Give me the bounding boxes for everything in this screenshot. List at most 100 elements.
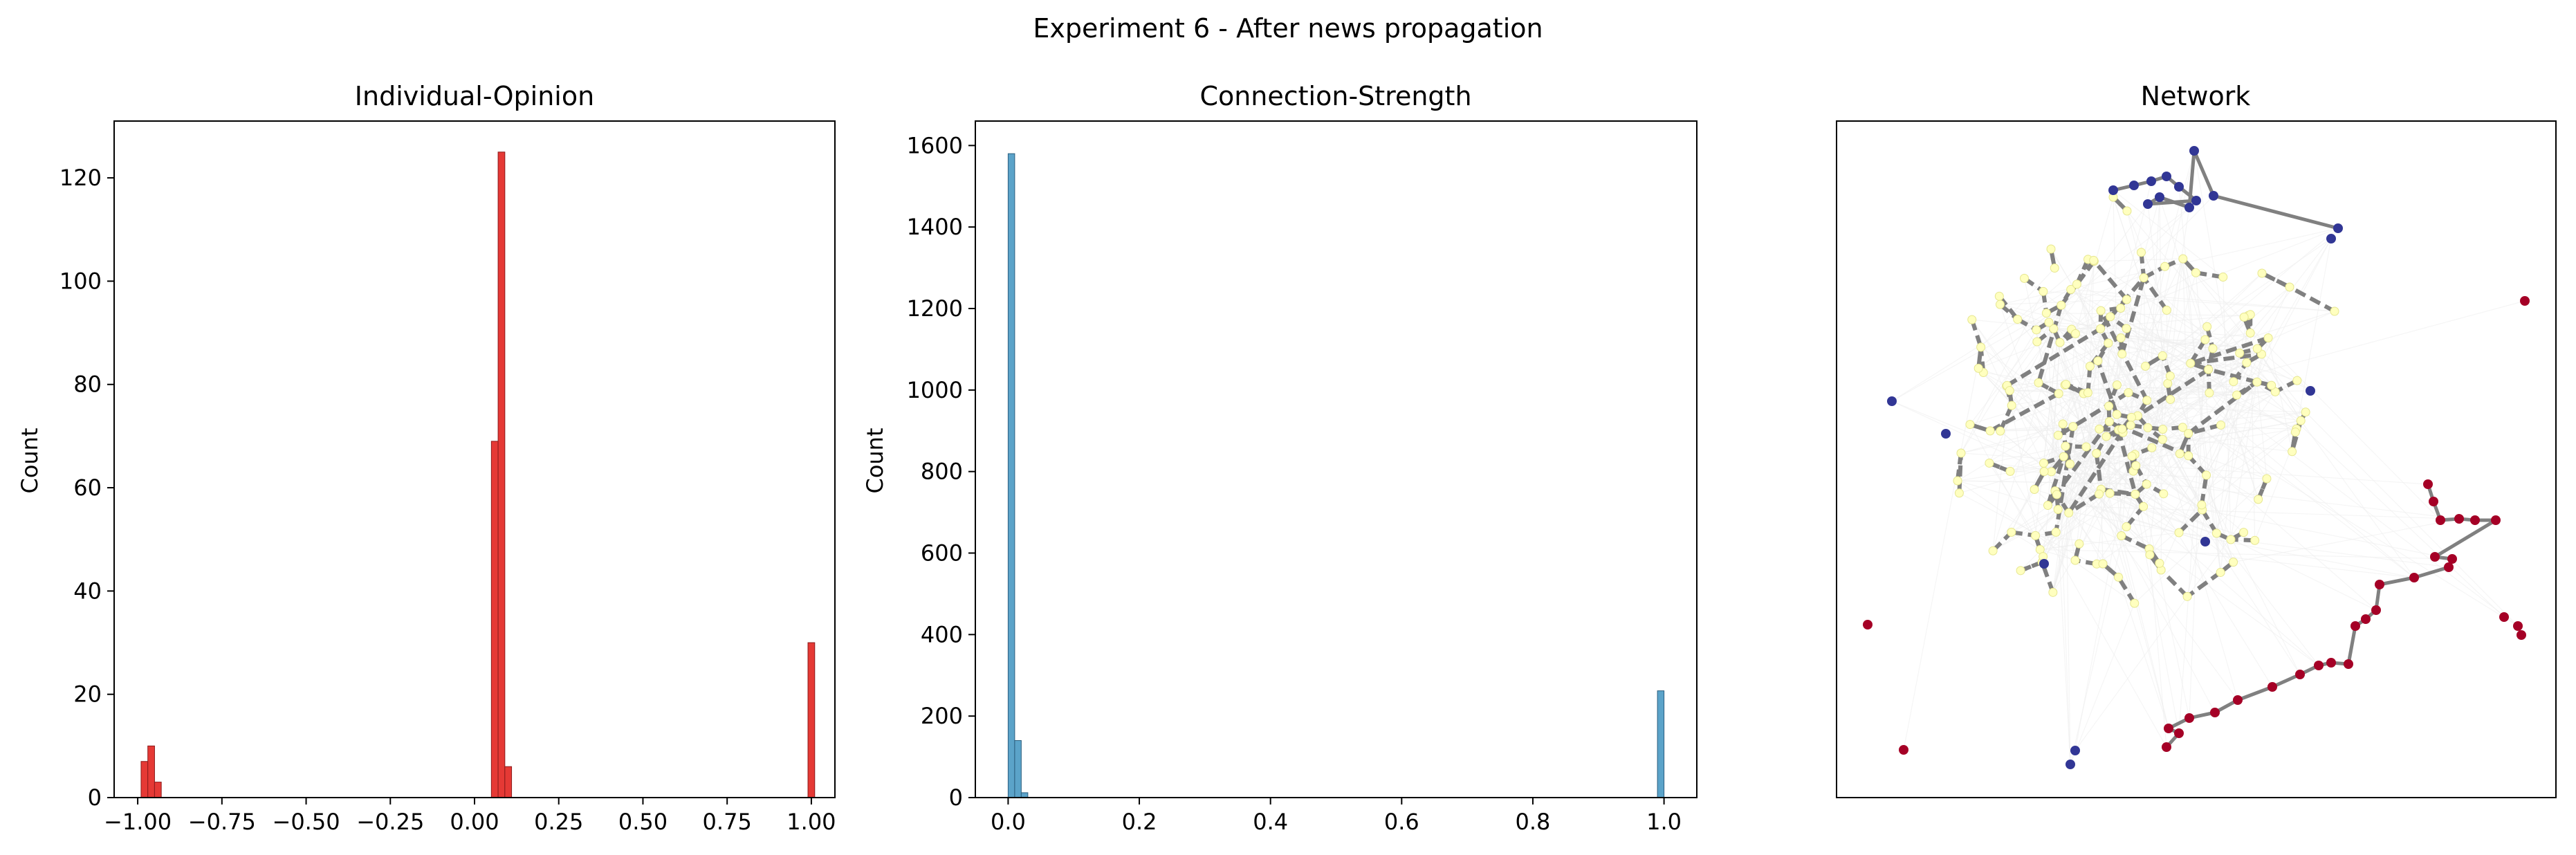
network-node-neutral <box>2139 502 2149 511</box>
network-weak-edge <box>2267 338 2293 452</box>
network-strong-edge <box>2190 352 2262 366</box>
connection-histogram-ytick-label: 1000 <box>907 377 963 403</box>
network-node-neutral <box>2174 528 2184 537</box>
network-strong-edge <box>2119 277 2146 355</box>
network-node-neutral <box>2216 567 2225 577</box>
network-node-neutral <box>2182 591 2192 601</box>
network-node-neutral <box>2290 428 2300 437</box>
network-weak-edge <box>2101 488 2255 541</box>
network-weak-edge <box>2065 333 2077 447</box>
network-node-neutral <box>2051 527 2061 537</box>
network-strong-edge <box>2068 492 2101 515</box>
network-node-neutral <box>2208 344 2218 353</box>
network-node-positive <box>2326 658 2336 668</box>
network-strong-edge <box>2379 576 2415 587</box>
network-weak-edge <box>2035 535 2415 578</box>
network-weak-edge <box>2250 286 2290 333</box>
network-weak-edge <box>2193 150 2234 382</box>
opinion-histogram-ytick-label: 100 <box>59 268 102 294</box>
network-weak-edge <box>1891 304 2062 402</box>
network-node-neutral <box>2043 500 2053 510</box>
network-node-negative <box>2184 203 2194 212</box>
network-weak-edge <box>2017 259 2088 320</box>
connection-histogram-panel: Connection-Strength Count 0.0 0.2 0.4 0.6 0.… <box>862 81 1698 835</box>
network-weak-edge <box>1957 480 2135 604</box>
network-node-neutral <box>1956 448 1966 458</box>
network-node-neutral <box>2158 351 2167 360</box>
network-node-neutral <box>2096 306 2106 315</box>
network-weak-edge <box>2178 392 2276 533</box>
network-strong-edge <box>2045 456 2066 506</box>
opinion-histogram-xtick-label: 0.75 <box>703 809 752 835</box>
connection-histogram-frame <box>975 120 1698 798</box>
opinion-histogram-bar <box>497 151 506 798</box>
network-node-neutral <box>2137 248 2146 257</box>
network-weak-edge <box>2206 238 2332 476</box>
network-node-neutral <box>2112 380 2122 389</box>
network-node-neutral <box>2083 388 2092 398</box>
network-node-neutral <box>2186 358 2196 368</box>
network-node-positive <box>2491 515 2501 525</box>
network-weak-edge <box>2134 454 2190 719</box>
network-node-neutral <box>2106 312 2115 322</box>
network-node-neutral <box>2239 312 2249 322</box>
network-node-neutral <box>2202 470 2211 480</box>
network-node-neutral <box>2053 504 2063 514</box>
network-node-neutral <box>2159 489 2169 499</box>
network-weak-edge <box>2094 261 2272 386</box>
connection-histogram-bar <box>1007 153 1015 798</box>
network-weak-edge <box>2121 535 2169 729</box>
network-node-neutral <box>2205 388 2214 398</box>
network-node-neutral <box>2301 407 2310 417</box>
opinion-histogram-xtick-label: 0.25 <box>534 809 583 835</box>
network-weak-edge <box>2058 393 2136 495</box>
connection-histogram-ytick-label: 200 <box>921 703 963 729</box>
network-node-neutral <box>2126 421 2135 430</box>
network-weak-edge <box>2034 489 2059 510</box>
network-weak-edge <box>2058 508 2415 578</box>
network-node-neutral <box>2016 566 2025 576</box>
network-node-neutral <box>2143 423 2153 432</box>
network-weak-edge <box>2006 385 2238 701</box>
network-node-positive <box>1863 620 1873 629</box>
opinion-histogram-bar <box>140 761 149 798</box>
network-node-neutral <box>2200 335 2210 344</box>
network-node-negative <box>2174 182 2184 192</box>
network-node-neutral <box>2113 572 2123 582</box>
network-strong-edge <box>2177 508 2204 535</box>
connection-histogram-bar <box>1020 792 1029 798</box>
network-node-positive <box>2210 708 2220 717</box>
network-node-positive <box>2350 621 2360 631</box>
network-strong-edge <box>2199 475 2209 506</box>
network-node-neutral <box>2232 390 2242 400</box>
network-weak-edge <box>2126 210 2144 278</box>
network-node-negative <box>2066 760 2075 769</box>
network-node-neutral <box>2096 324 2106 333</box>
network-strong-edge <box>2187 423 2222 436</box>
network-node-neutral <box>2044 318 2054 327</box>
network-node-neutral <box>2257 268 2267 278</box>
network-weak-edge <box>2074 356 2163 561</box>
network-node-positive <box>2513 621 2523 631</box>
connection-histogram-xtick-label: 1.0 <box>1646 809 1682 835</box>
network-node-positive <box>2517 630 2526 640</box>
network-weak-edge <box>2065 445 2202 511</box>
opinion-histogram-ytick-label: 20 <box>73 681 102 708</box>
network-node-neutral <box>2064 508 2074 517</box>
opinion-histogram-ylabel: Count <box>17 428 43 493</box>
network-node-negative <box>2155 192 2164 202</box>
network-node-neutral <box>2142 396 2152 405</box>
network-node-negative <box>2333 223 2343 233</box>
network-strong-edge <box>2200 508 2218 535</box>
network-weak-edge <box>1903 347 1982 751</box>
network-weak-edge <box>2146 391 2276 485</box>
network-node-neutral <box>1988 546 1998 555</box>
network-weak-edge <box>2050 248 2202 506</box>
network-weak-edge <box>1978 207 2190 369</box>
network-node-neutral <box>2104 416 2114 426</box>
network-weak-edge <box>1969 311 2335 425</box>
network-node-neutral <box>2007 401 2016 410</box>
network-node-neutral <box>2020 273 2030 283</box>
network-node-neutral <box>2245 328 2255 338</box>
network-weak-edge <box>2011 531 2041 550</box>
